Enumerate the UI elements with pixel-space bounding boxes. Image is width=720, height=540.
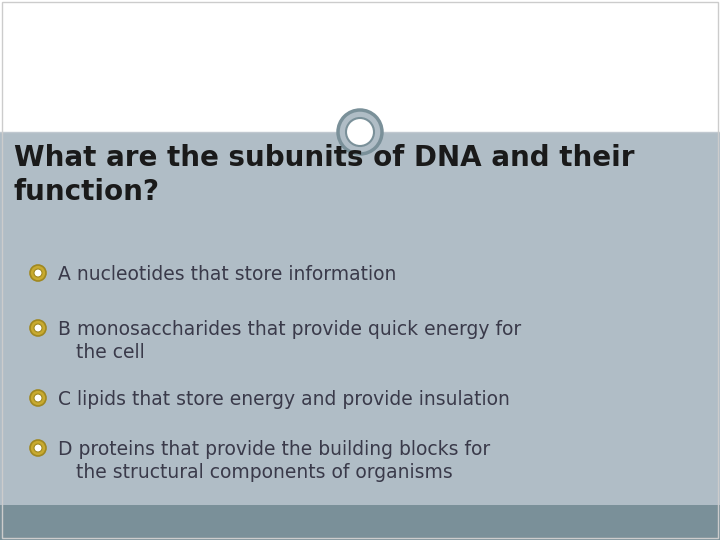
Text: D proteins that provide the building blocks for
   the structural components of : D proteins that provide the building blo… <box>58 440 490 483</box>
Circle shape <box>338 110 382 154</box>
Bar <box>0 0 720 132</box>
Circle shape <box>34 394 42 402</box>
Circle shape <box>30 390 46 406</box>
Text: B monosaccharides that provide quick energy for
   the cell: B monosaccharides that provide quick ene… <box>58 320 521 362</box>
Text: C lipids that store energy and provide insulation: C lipids that store energy and provide i… <box>58 390 510 409</box>
Circle shape <box>34 324 42 332</box>
Text: A nucleotides that store information: A nucleotides that store information <box>58 265 397 284</box>
Bar <box>0 505 720 540</box>
Bar <box>0 132 720 505</box>
Circle shape <box>346 118 374 146</box>
Circle shape <box>34 269 42 277</box>
Circle shape <box>30 320 46 336</box>
Circle shape <box>34 444 42 452</box>
Circle shape <box>30 265 46 281</box>
Circle shape <box>30 440 46 456</box>
Text: What are the subunits of DNA and their
function?: What are the subunits of DNA and their f… <box>14 144 634 206</box>
